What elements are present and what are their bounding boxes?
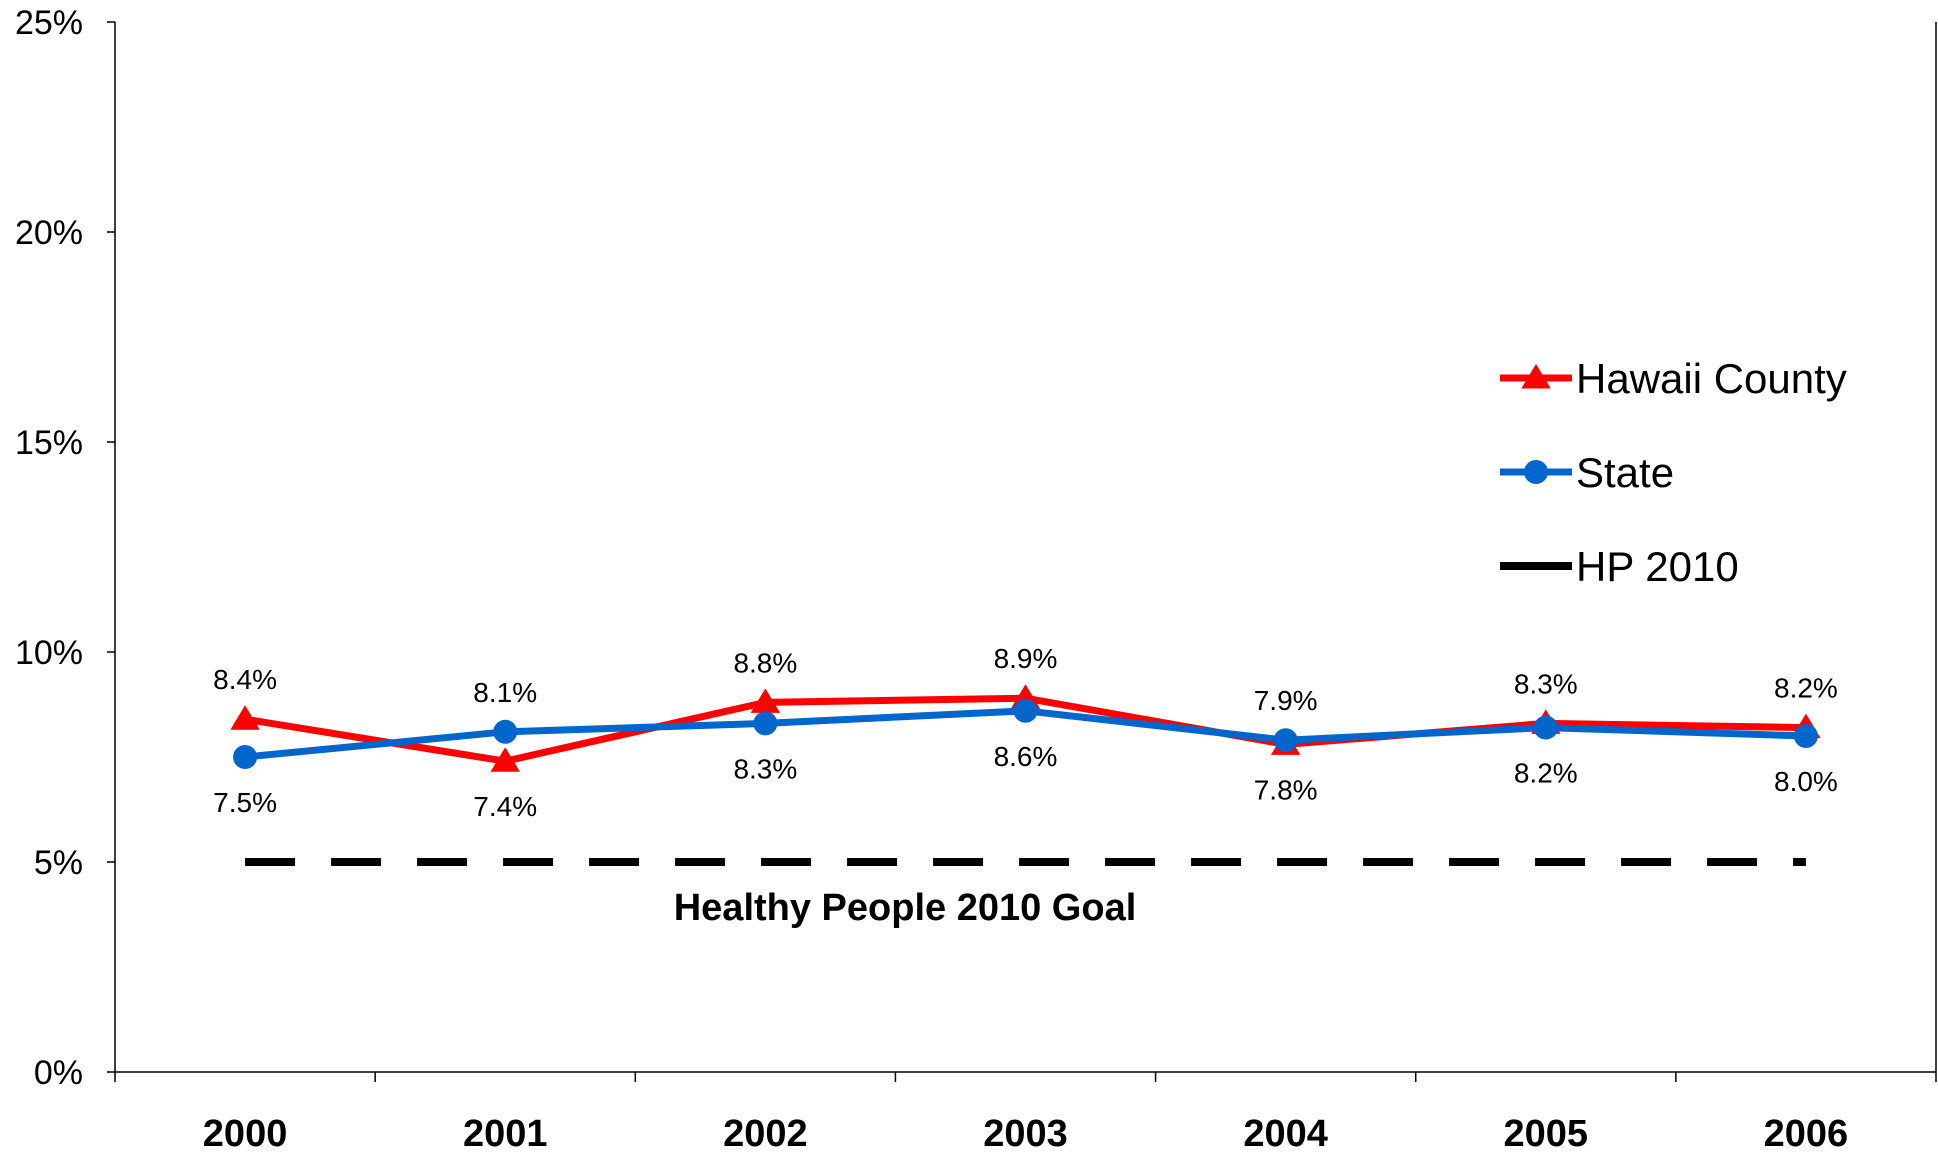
legend-label: HP 2010 xyxy=(1576,543,1739,590)
x-tick-label: 2005 xyxy=(1504,1113,1589,1154)
data-label-state: 8.2% xyxy=(1514,758,1578,789)
legend-marker-triangle xyxy=(1521,364,1551,389)
x-tick-label: 2004 xyxy=(1243,1113,1328,1154)
data-label-state: 8.1% xyxy=(473,677,537,708)
data-point-state xyxy=(1533,715,1558,740)
x-tick-label: 2001 xyxy=(463,1113,548,1154)
goal-annotation: Healthy People 2010 Goal xyxy=(674,887,1137,929)
data-point-state xyxy=(1273,728,1298,753)
data-point-state xyxy=(493,719,518,744)
y-tick-label: 10% xyxy=(15,634,83,672)
data-labels: 8.4% 7.5% 7.4% 8.1% 8.8% 8.3% 8.9% 8.6% 7.8% 7.9%… xyxy=(213,643,1838,822)
x-tick-label: 2006 xyxy=(1764,1113,1849,1154)
data-label-state: 8.0% xyxy=(1774,766,1838,797)
legend-label: State xyxy=(1576,449,1674,496)
y-tick-label: 5% xyxy=(34,844,83,882)
data-point-state xyxy=(1793,724,1818,748)
legend-label: Hawaii County xyxy=(1576,355,1847,402)
data-label-hawaii-county: 8.4% xyxy=(213,664,277,695)
data-point-hawaii-county xyxy=(750,688,781,713)
x-tick-label: 2002 xyxy=(723,1113,808,1154)
data-label-hawaii-county: 8.3% xyxy=(1514,668,1578,699)
legend-marker-circle xyxy=(1524,460,1548,484)
data-label-hawaii-county: 7.8% xyxy=(1254,774,1318,805)
series-layer xyxy=(230,684,1821,866)
y-tick-label: 25% xyxy=(15,4,83,42)
data-point-hawaii-county xyxy=(490,747,520,772)
axes: 0% 5% 10% 15% 20% 25% 2000 2001 2002 2003 2004 2005… xyxy=(15,4,1937,1154)
data-label-hawaii-county: 7.4% xyxy=(473,791,537,822)
data-label-state: 8.6% xyxy=(994,741,1058,772)
x-tick-label: 2003 xyxy=(983,1113,1068,1154)
data-point-hawaii-county xyxy=(230,705,260,730)
data-label-state: 7.9% xyxy=(1254,685,1318,716)
data-point-state xyxy=(1013,698,1038,723)
data-label-state: 8.3% xyxy=(733,753,797,784)
y-tick-label: 20% xyxy=(15,214,83,252)
data-label-hawaii-county: 8.8% xyxy=(733,647,797,678)
legend: Hawaii County State HP 2010 xyxy=(1500,355,1847,590)
data-label-state: 7.5% xyxy=(213,787,277,818)
data-point-state xyxy=(753,711,778,736)
y-tick-label: 0% xyxy=(34,1054,83,1092)
data-label-hawaii-county: 8.9% xyxy=(994,643,1058,674)
x-tick-label: 2000 xyxy=(203,1113,288,1154)
data-label-hawaii-county: 8.2% xyxy=(1774,673,1838,704)
data-point-state xyxy=(233,745,258,769)
y-tick-label: 15% xyxy=(15,424,83,462)
